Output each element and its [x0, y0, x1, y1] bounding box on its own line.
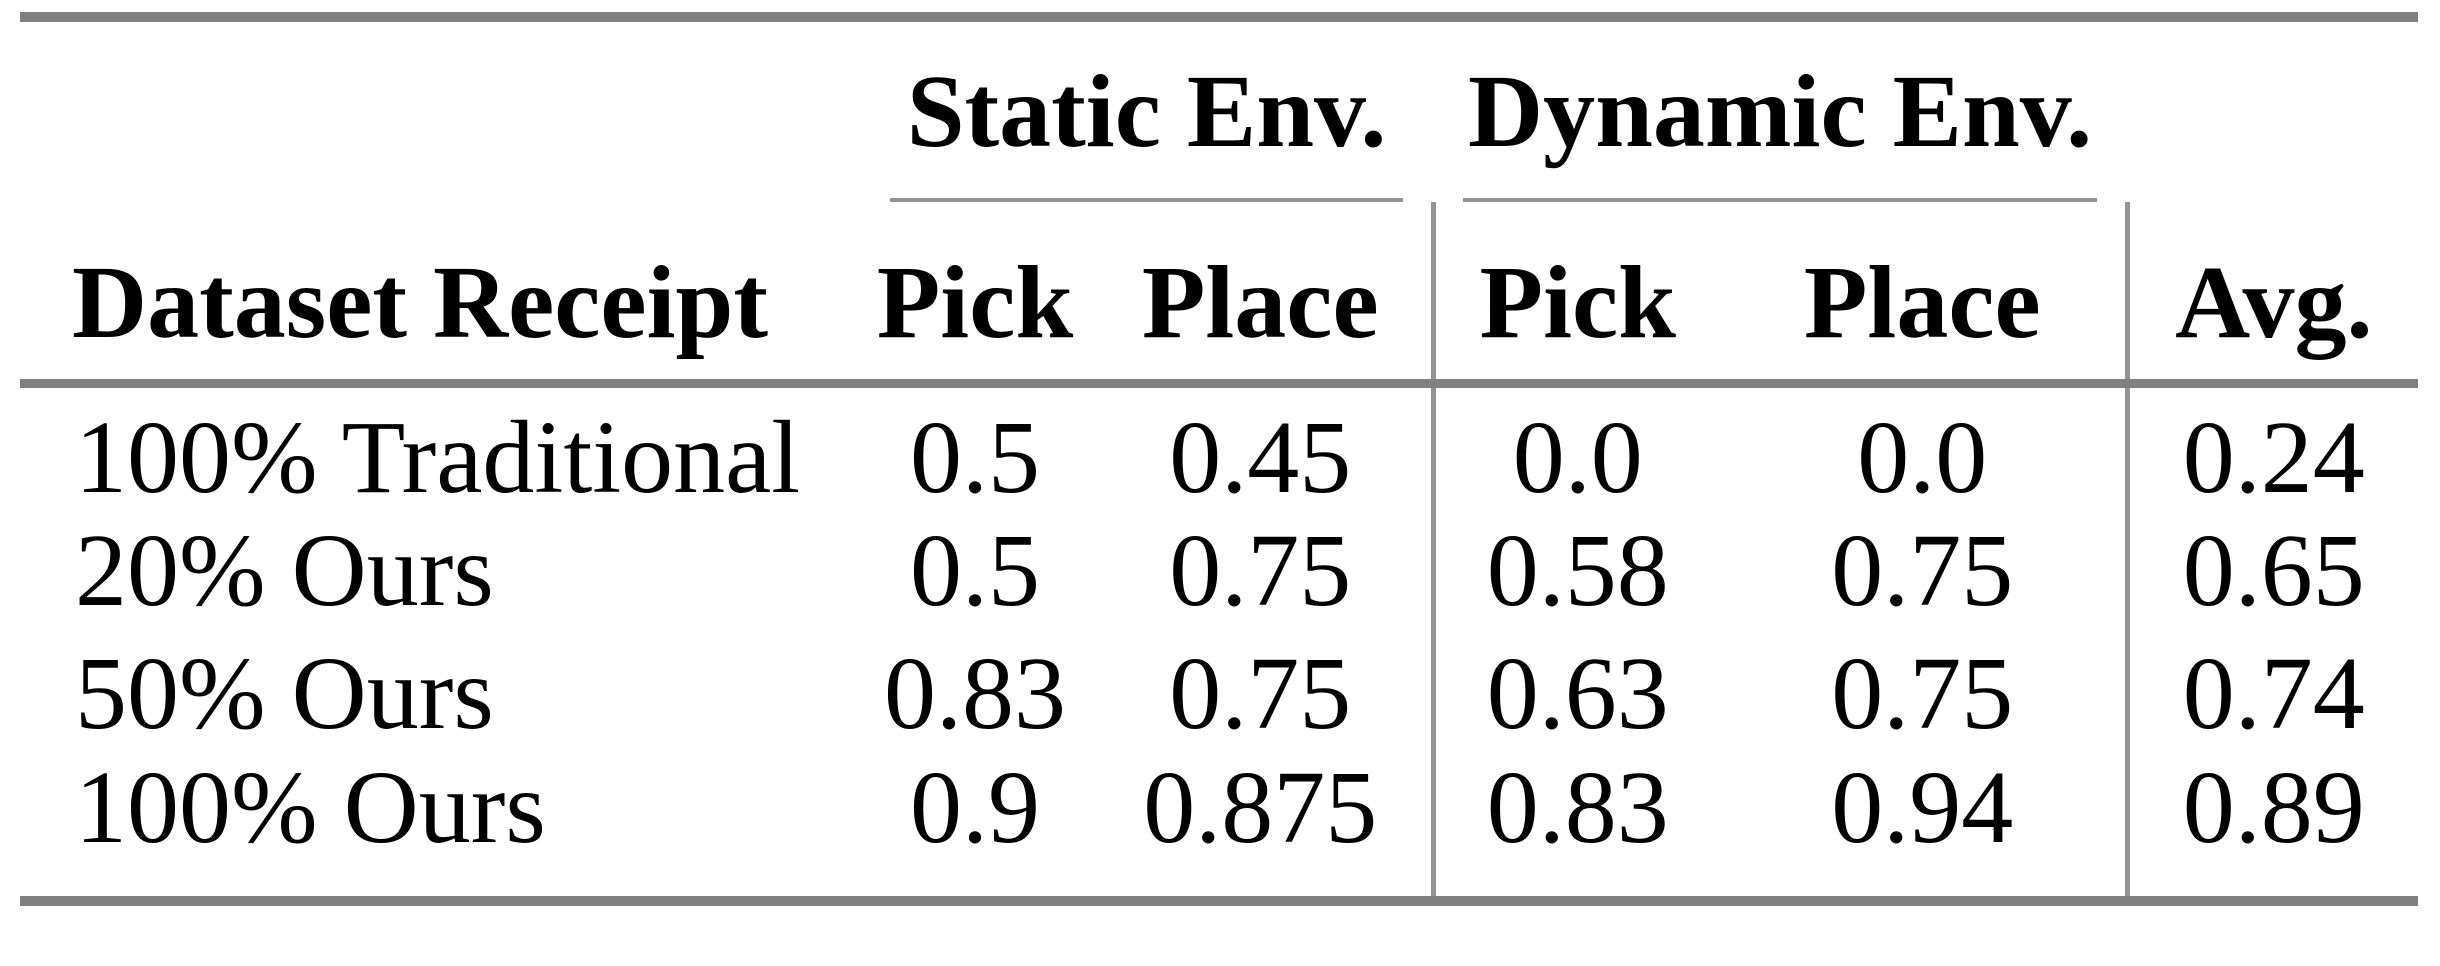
row-label: 20% Ours: [75, 513, 494, 628]
column-header-static-pick: Pick: [860, 202, 1090, 388]
group-header-spacer: [2127, 17, 2418, 202]
cell-avg: 0.89: [2182, 749, 2365, 865]
row-label: 100% Traditional: [75, 399, 801, 515]
results-table: Static Env. Dynamic Env. Dataset Receipt…: [20, 12, 2419, 906]
cell-static-place: 0.75: [1090, 509, 1436, 633]
table-row: 20% Ours 0.5 0.75 0.58 0.75 0.65: [20, 509, 2418, 633]
group-header-row: Static Env. Dynamic Env.: [20, 17, 2418, 202]
cell-static-place: 0.45: [1090, 383, 1436, 510]
cell-dynamic-place: 0.0: [1720, 383, 2130, 510]
cell-dynamic-pick: 0.63: [1486, 636, 1669, 751]
cell-static-place: 0.875: [1090, 755, 1436, 901]
cell-dynamic-place: 0.75: [1720, 509, 2130, 633]
group-header-static: Static Env.: [860, 17, 1433, 202]
column-header-avg: Avg.: [2127, 202, 2419, 388]
cell-dynamic-place: 0.75: [1720, 632, 2130, 756]
column-header-dynamic-pick: Pick: [1433, 202, 1721, 388]
dynamic-cmidrule: [1463, 198, 2098, 202]
column-header-row: Dataset Receipt Pick Place Pick Place Av…: [20, 202, 2419, 388]
column-header-static-place: Place: [1090, 202, 1436, 388]
table-row: 50% Ours 0.83 0.75 0.63 0.75 0.74: [20, 632, 2418, 756]
cell-avg: 0.74: [2182, 636, 2365, 751]
cell-static-pick: 0.83: [884, 636, 1066, 751]
static-cmidrule: [890, 198, 1404, 202]
cell-avg: 0.24: [2182, 399, 2365, 515]
cell-static-pick: 0.9: [910, 749, 1040, 865]
cell-static-pick: 0.5: [910, 513, 1040, 628]
cell-dynamic-place: 0.94: [1720, 755, 2130, 901]
group-header-dynamic: Dynamic Env.: [1433, 17, 2127, 202]
cell-dynamic-pick: 0.0: [1512, 399, 1643, 515]
group-header-spacer: [20, 17, 860, 202]
group-header-static-label: Static Env.: [906, 54, 1387, 169]
row-label: 100% Ours: [75, 749, 546, 865]
group-header-dynamic-label: Dynamic Env.: [1467, 54, 2093, 169]
cell-dynamic-pick: 0.58: [1486, 513, 1669, 628]
table-row: 100% Traditional 0.5 0.45 0.0 0.0 0.24: [20, 383, 2418, 510]
table-row: 100% Ours 0.9 0.875 0.83 0.94 0.89: [20, 749, 2418, 901]
column-header-dynamic-place: Place: [1720, 202, 2130, 388]
column-header-dataset-receipt: Dataset Receipt: [20, 202, 860, 388]
row-label: 50% Ours: [75, 636, 494, 751]
cell-static-pick: 0.5: [910, 399, 1040, 515]
cell-dynamic-pick: 0.83: [1486, 749, 1669, 865]
cell-static-place: 0.75: [1090, 632, 1436, 756]
cell-avg: 0.65: [2182, 513, 2365, 628]
